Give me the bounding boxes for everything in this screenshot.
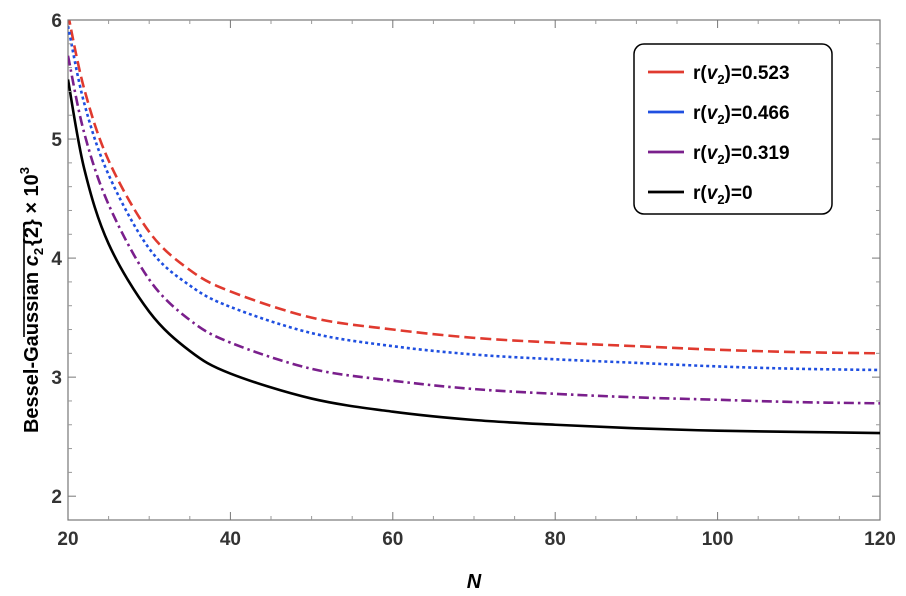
x-tick-label: 40 <box>220 529 241 550</box>
series-line-3 <box>68 79 880 435</box>
y-axis-title-exp: 3 <box>17 167 32 174</box>
curves <box>68 20 880 435</box>
legend-entry-v: v <box>707 183 719 204</box>
y-axis-title-times: × 10 <box>21 174 43 219</box>
y-tick-label: 6 <box>51 11 62 32</box>
y-axis-title-prefix: Bessel-Gaussian <box>21 266 43 433</box>
legend-entry-sub: 2 <box>717 192 724 207</box>
y-axis-title-braces: {2} <box>21 219 43 246</box>
x-tick-label: 80 <box>545 529 566 550</box>
x-tick-label: 100 <box>702 529 734 550</box>
legend-entry-1: r(v2)=0.466 <box>693 103 790 127</box>
y-tick-label: 2 <box>51 487 62 508</box>
legend-entry-sub: 2 <box>717 72 724 87</box>
x-axis-title: N <box>467 571 482 593</box>
legend-entry-sub: 2 <box>717 112 724 127</box>
x-tick-label: 20 <box>57 529 78 550</box>
legend-entry-v: v <box>707 103 719 124</box>
legend-entry-sub: 2 <box>717 152 724 167</box>
legend-entry-prefix: r( <box>693 103 707 124</box>
ticks <box>67 19 881 520</box>
legend-entry-suffix: )=0 <box>725 183 753 204</box>
y-tick-label: 5 <box>51 130 62 151</box>
legend-entry-3: r(v2)=0 <box>693 183 753 207</box>
legend-entry-2: r(v2)=0.319 <box>693 143 790 167</box>
legend-entry-prefix: r( <box>693 183 707 204</box>
y-axis-title-sub: 2 <box>31 248 46 255</box>
legend-entry-suffix: )=0.319 <box>725 143 790 164</box>
legend-entry-prefix: r( <box>693 143 707 164</box>
legend-entry-v: v <box>707 143 719 164</box>
svg-text:Bessel-Gaussian c2{2} × 103: Bessel-Gaussian c2 {2} × 103 <box>17 167 46 433</box>
legend-entry-suffix: )=0.523 <box>725 63 790 84</box>
y-tick-label: 3 <box>51 368 62 389</box>
series-line-2 <box>68 55 880 405</box>
legend-entry-0: r(v2)=0.523 <box>693 63 790 87</box>
x-tick-label: 60 <box>382 529 403 550</box>
legend-entry-suffix: )=0.466 <box>725 103 790 124</box>
tick-labels: 20 40 60 80 100 120 2 3 4 5 6 <box>51 11 895 550</box>
series-line-0 <box>68 20 880 355</box>
x-tick-label: 120 <box>864 529 896 550</box>
y-tick-label: 4 <box>51 249 62 270</box>
y-axis-title-c: c <box>21 255 43 266</box>
legend-box <box>633 43 833 215</box>
y-axis-title: Bessel-Gaussian c2 {2} × 103 <box>17 167 46 433</box>
legend-entry-prefix: r( <box>693 63 707 84</box>
legend-entry-v: v <box>707 63 719 84</box>
